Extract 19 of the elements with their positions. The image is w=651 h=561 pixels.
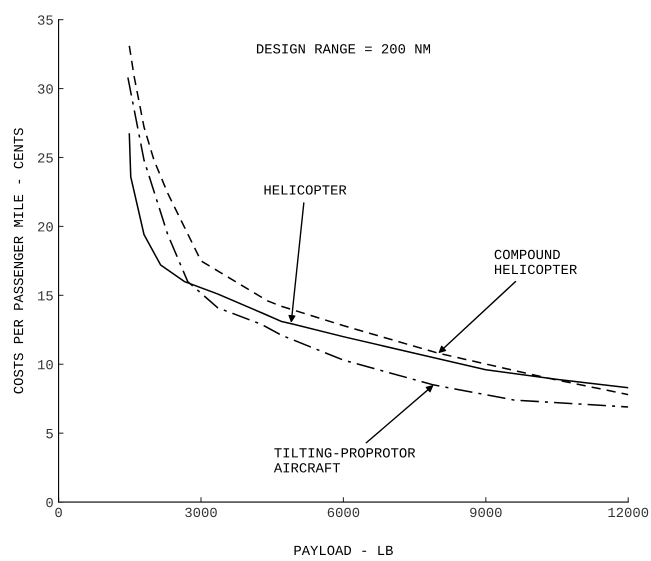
annotation: TILTING-PROPROTOR AIRCRAFT bbox=[274, 448, 416, 473]
x-tick-label: 9000 bbox=[470, 508, 502, 518]
y-tick-label: 10 bbox=[38, 360, 53, 370]
y-tick-label: 35 bbox=[38, 15, 53, 25]
y-tick-label: 25 bbox=[38, 153, 53, 163]
y-tick-label: 20 bbox=[38, 222, 53, 232]
x-tick-label: 0 bbox=[55, 508, 62, 518]
annotation: COMPOUND HELICOPTER bbox=[494, 250, 577, 274]
x-axis-title: PAYLOAD - LB bbox=[294, 546, 393, 556]
y-tick-label: 30 bbox=[38, 84, 53, 94]
x-tick-label: 3000 bbox=[185, 508, 217, 518]
y-tick-label: 0 bbox=[46, 498, 53, 508]
annotation: HELICOPTER bbox=[264, 185, 346, 195]
y-tick-label: 5 bbox=[46, 429, 53, 438]
x-tick-label: 12000 bbox=[608, 508, 648, 518]
y-tick-label: 15 bbox=[38, 291, 53, 300]
x-tick-label: 6000 bbox=[328, 508, 360, 518]
annotation: DESIGN RANGE = 200 NM bbox=[256, 44, 430, 54]
y-axis-title: COSTS PER PASSENGER MILE - CENTS bbox=[14, 128, 24, 394]
